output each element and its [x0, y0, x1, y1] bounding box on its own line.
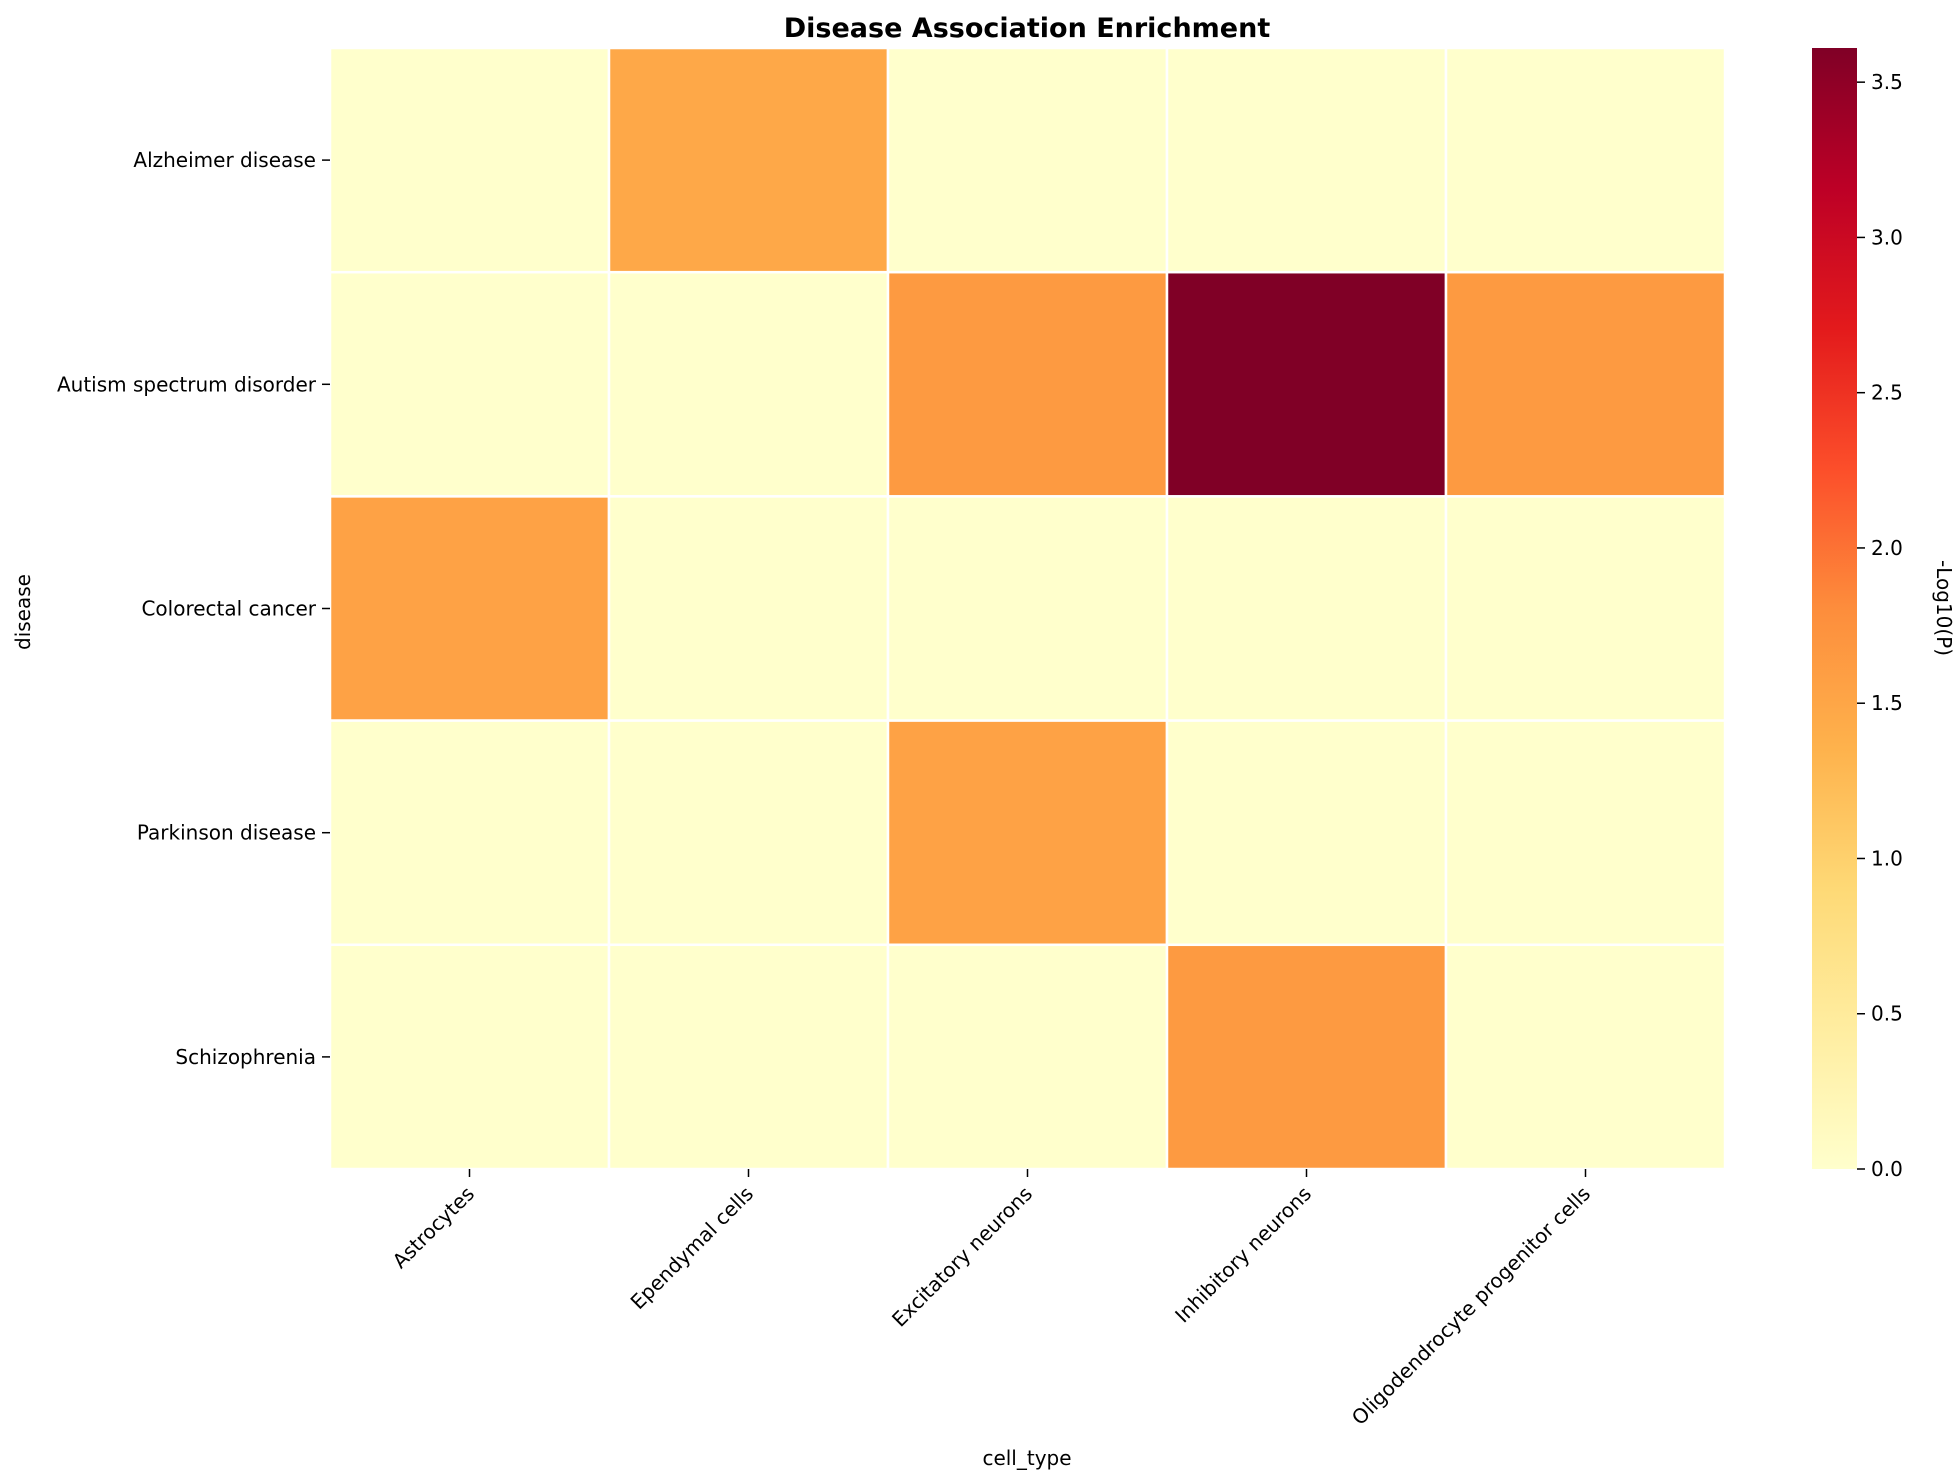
- colorbar-tick-label: 0.5: [1871, 1002, 1903, 1026]
- heatmap-cell: [607, 719, 890, 947]
- x-tick-label: Excitatory neurons: [887, 1182, 1037, 1332]
- colorbar-tick-label: 0.0: [1871, 1157, 1903, 1181]
- heatmap-cell: [886, 270, 1169, 498]
- heatmap-cell: [1444, 943, 1727, 1171]
- heatmap-cells: [328, 46, 1727, 1171]
- y-axis-label: disease: [11, 574, 35, 650]
- y-tick-label: Autism spectrum disorder: [57, 372, 317, 396]
- heatmap-cell: [1444, 719, 1727, 947]
- heatmap-cell: [1444, 46, 1727, 274]
- heatmap-cell: [607, 943, 890, 1171]
- colorbar: [1812, 48, 1857, 1169]
- y-tick-label: Alzheimer disease: [133, 148, 316, 172]
- heatmap-cell: [1165, 46, 1448, 274]
- x-tick-label: Inhibitory neurons: [1170, 1182, 1316, 1328]
- colorbar-tick-label: 3.0: [1871, 225, 1903, 249]
- y-tick-label: Colorectal cancer: [141, 597, 316, 621]
- y-tick-label: Schizophrenia: [175, 1045, 316, 1069]
- y-axis-ticks: Alzheimer disease Autism spectrum disorde…: [57, 148, 330, 1069]
- heatmap-cell: [607, 495, 890, 722]
- heatmap-cell: [1444, 495, 1727, 722]
- colorbar-tick-label: 1.0: [1871, 846, 1903, 870]
- heatmap-cell: [886, 46, 1169, 274]
- heatmap-cell: [328, 719, 611, 947]
- heatmap-cell: [1165, 270, 1448, 498]
- heatmap-cell: [1165, 719, 1448, 947]
- x-tick-label: Oligodendrocyte progenitor cells: [1347, 1182, 1595, 1430]
- colorbar-ticks: 0.0 0.5 1.0 1.5 2.0 2.5 3.0 3.5: [1857, 70, 1903, 1181]
- x-axis-label: cell_type: [982, 1446, 1071, 1470]
- colorbar-tick-label: 2.5: [1871, 381, 1903, 405]
- colorbar-tick-label: 1.5: [1871, 691, 1903, 715]
- heatmap-cell: [1165, 943, 1448, 1171]
- heatmap-cell: [328, 46, 611, 274]
- colorbar-tick-label: 3.5: [1871, 70, 1903, 94]
- chart-title: Disease Association Enrichment: [784, 13, 1271, 44]
- heatmap-cell: [328, 943, 611, 1171]
- heatmap-cell: [886, 719, 1169, 947]
- heatmap-cell: [886, 943, 1169, 1171]
- colorbar-label: -Log10(P): [1932, 560, 1955, 656]
- heatmap-cell: [886, 495, 1169, 722]
- y-tick-label: Parkinson disease: [137, 821, 316, 845]
- heatmap-cell: [607, 46, 890, 274]
- heatmap-cell: [607, 270, 890, 498]
- heatmap-cell: [328, 495, 611, 722]
- x-axis-ticks: Astrocytes Ependymal cells Excitatory neur…: [388, 1169, 1595, 1430]
- x-tick-label: Astrocytes: [388, 1182, 479, 1273]
- heatmap-cell: [328, 270, 611, 498]
- heatmap-cell: [1165, 495, 1448, 722]
- x-tick-label: Ependymal cells: [626, 1182, 758, 1314]
- heatmap-cell: [1444, 270, 1727, 498]
- colorbar-tick-label: 2.0: [1871, 536, 1903, 560]
